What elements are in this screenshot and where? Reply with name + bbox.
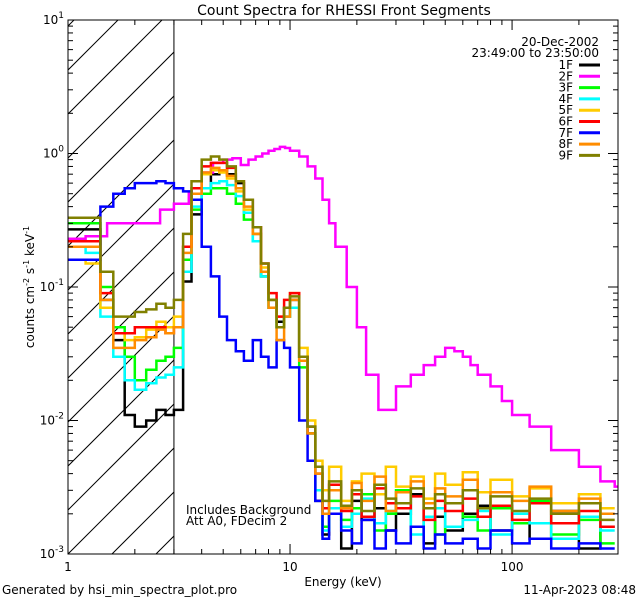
plot-frame bbox=[67, 19, 619, 555]
hatch-line bbox=[420, 0, 640, 554]
footer-timestamp: 11-Apr-2023 08:48 bbox=[523, 583, 636, 597]
x-tick-label: 1 bbox=[64, 560, 72, 574]
series-line-7F bbox=[68, 179, 615, 550]
hatch-line bbox=[68, 359, 174, 467]
legend-label-1F: 1F bbox=[558, 58, 573, 72]
legend-label-5F: 5F bbox=[558, 103, 573, 117]
legend-label-6F: 6F bbox=[558, 115, 573, 129]
hatch-line bbox=[244, 0, 640, 554]
series-group bbox=[68, 145, 618, 550]
y-tick-label: 10-3 bbox=[40, 545, 64, 561]
series-line-8F bbox=[68, 166, 615, 516]
series-line-2F bbox=[68, 145, 618, 488]
series-line-9F bbox=[68, 155, 615, 522]
legend-label-7F: 7F bbox=[558, 126, 573, 140]
legend-label-8F: 8F bbox=[558, 137, 573, 151]
hatch-line bbox=[508, 0, 640, 554]
y-tick-label: 10-1 bbox=[40, 278, 64, 294]
date-label: 20-Dec-2002 bbox=[521, 35, 599, 49]
y-tick-label: 100 bbox=[43, 145, 64, 161]
hatch-line bbox=[68, 271, 174, 379]
annotation-attenuator: Att A0, FDecim 2 bbox=[186, 514, 287, 528]
series-line-5F bbox=[68, 168, 615, 510]
footer-generated-by: Generated by hsi_min_spectra_plot.pro bbox=[2, 583, 237, 597]
axis-ticks: 1 10 100 10-3 10-2 10-1 100 101 bbox=[40, 11, 619, 574]
x-axis-label: Energy (keV) bbox=[304, 575, 381, 589]
hatch-line bbox=[68, 20, 119, 71]
hatch-line bbox=[68, 447, 174, 554]
hatch-line bbox=[68, 20, 75, 27]
hatch-line bbox=[68, 20, 163, 115]
y-axis-label: counts cm-2 s-1 keV-1 bbox=[22, 226, 37, 348]
legend-label-3F: 3F bbox=[558, 81, 573, 95]
hatch-line bbox=[68, 403, 174, 511]
annotation-background: Includes Background bbox=[186, 503, 311, 517]
hatch-line bbox=[332, 0, 640, 554]
series-line-4F bbox=[68, 179, 615, 541]
legend-label-9F: 9F bbox=[558, 148, 573, 162]
time-range-label: 23:49:00 to 23:50:00 bbox=[472, 46, 599, 60]
hatch-line bbox=[68, 183, 174, 291]
x-tick-label: 10 bbox=[282, 560, 297, 574]
chart-title: Count Spectra for RHESSI Front Segments bbox=[197, 3, 491, 19]
x-tick-label: 100 bbox=[501, 560, 524, 574]
hatched-region bbox=[68, 0, 640, 554]
legend-label-2F: 2F bbox=[558, 69, 573, 83]
hatch-line bbox=[464, 0, 640, 554]
hatch-line bbox=[68, 139, 174, 247]
legend-label-4F: 4F bbox=[558, 92, 573, 106]
y-tick-label: 101 bbox=[43, 11, 64, 27]
hatch-line bbox=[68, 51, 174, 159]
y-tick-label: 10-2 bbox=[40, 412, 64, 428]
hatch-line bbox=[68, 227, 174, 335]
